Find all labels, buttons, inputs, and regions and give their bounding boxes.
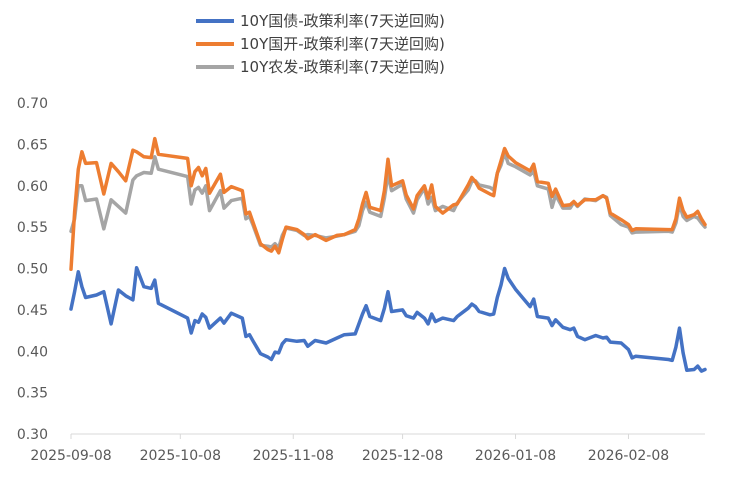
legend-label: 10Y国开-政策利率(7天逆回购) [240,35,445,53]
legend-label: 10Y国债-政策利率(7天逆回购) [240,12,445,30]
y-tick-label: 0.30 [17,427,48,443]
x-axis-ticks: 2025-09-08 2025-10-08 2025-11-08 2025-12-08… [30,434,669,464]
y-axis-tick-labels: 0.30 0.35 0.40 0.45 0.50 0.55 0.60 0.65 0.70 [17,96,48,443]
y-tick-label: 0.40 [17,344,48,360]
x-tick-label: 2026-01-08 [475,448,556,464]
x-tick-label: 2025-09-08 [30,448,111,464]
series-line-2 [69,136,707,272]
y-tick-label: 0.55 [17,220,48,236]
y-tick-label: 0.50 [17,262,48,278]
series-line-1 [69,265,707,373]
x-tick-label: 2025-12-08 [362,448,443,464]
legend-label: 10Y农发-政策利率(7天逆回购) [240,58,445,76]
y-tick-label: 0.65 [17,137,48,153]
series-lines [69,136,707,373]
legend: 10Y国债-政策利率(7天逆回购) 10Y国开-政策利率(7天逆回购) 10Y农发-… [196,12,445,76]
x-tick-label: 2025-10-08 [140,448,221,464]
y-tick-label: 0.60 [17,179,48,195]
x-tick-label: 2026-02-08 [588,448,669,464]
y-tick-label: 0.35 [17,386,48,402]
x-tick-label: 2025-11-08 [253,448,334,464]
y-tick-label: 0.45 [17,303,48,319]
y-tick-label: 0.70 [17,96,48,112]
